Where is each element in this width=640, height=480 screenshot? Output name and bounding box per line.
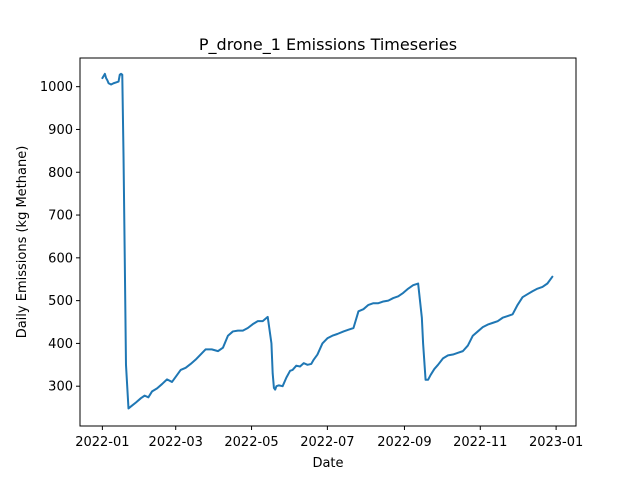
y-axis-label: Daily Emissions (kg Methane)	[15, 146, 30, 339]
plot-area	[101, 72, 554, 410]
x-axis-label: Date	[312, 456, 343, 471]
y-tick-label: 500	[48, 294, 73, 309]
x-tick-label: 2022-01	[75, 435, 129, 450]
series-line	[101, 72, 554, 410]
y-tick-label: 1000	[40, 80, 73, 95]
y-axis: 300 400 500 600 700 800 900 1000	[40, 80, 80, 395]
x-tick-label: 2023-01	[529, 435, 583, 450]
chart-title: P_drone_1 Emissions Timeseries	[199, 35, 457, 55]
y-tick-label: 600	[48, 251, 73, 266]
y-tick-label: 300	[48, 380, 73, 395]
y-tick-label: 800	[48, 166, 73, 181]
plot-frame	[79, 57, 577, 427]
y-tick-label: 400	[48, 337, 73, 352]
y-tick-label: 700	[48, 209, 73, 224]
x-tick-label: 2022-09	[377, 435, 431, 450]
x-tick-label: 2022-11	[453, 435, 507, 450]
y-tick-label: 900	[48, 123, 73, 138]
x-tick-label: 2022-05	[224, 435, 278, 450]
x-axis: 2022-01 2022-03 2022-05 2022-07 2022-09 2022-…	[75, 426, 583, 450]
x-tick-label: 2022-07	[300, 435, 354, 450]
x-tick-label: 2022-03	[149, 435, 203, 450]
